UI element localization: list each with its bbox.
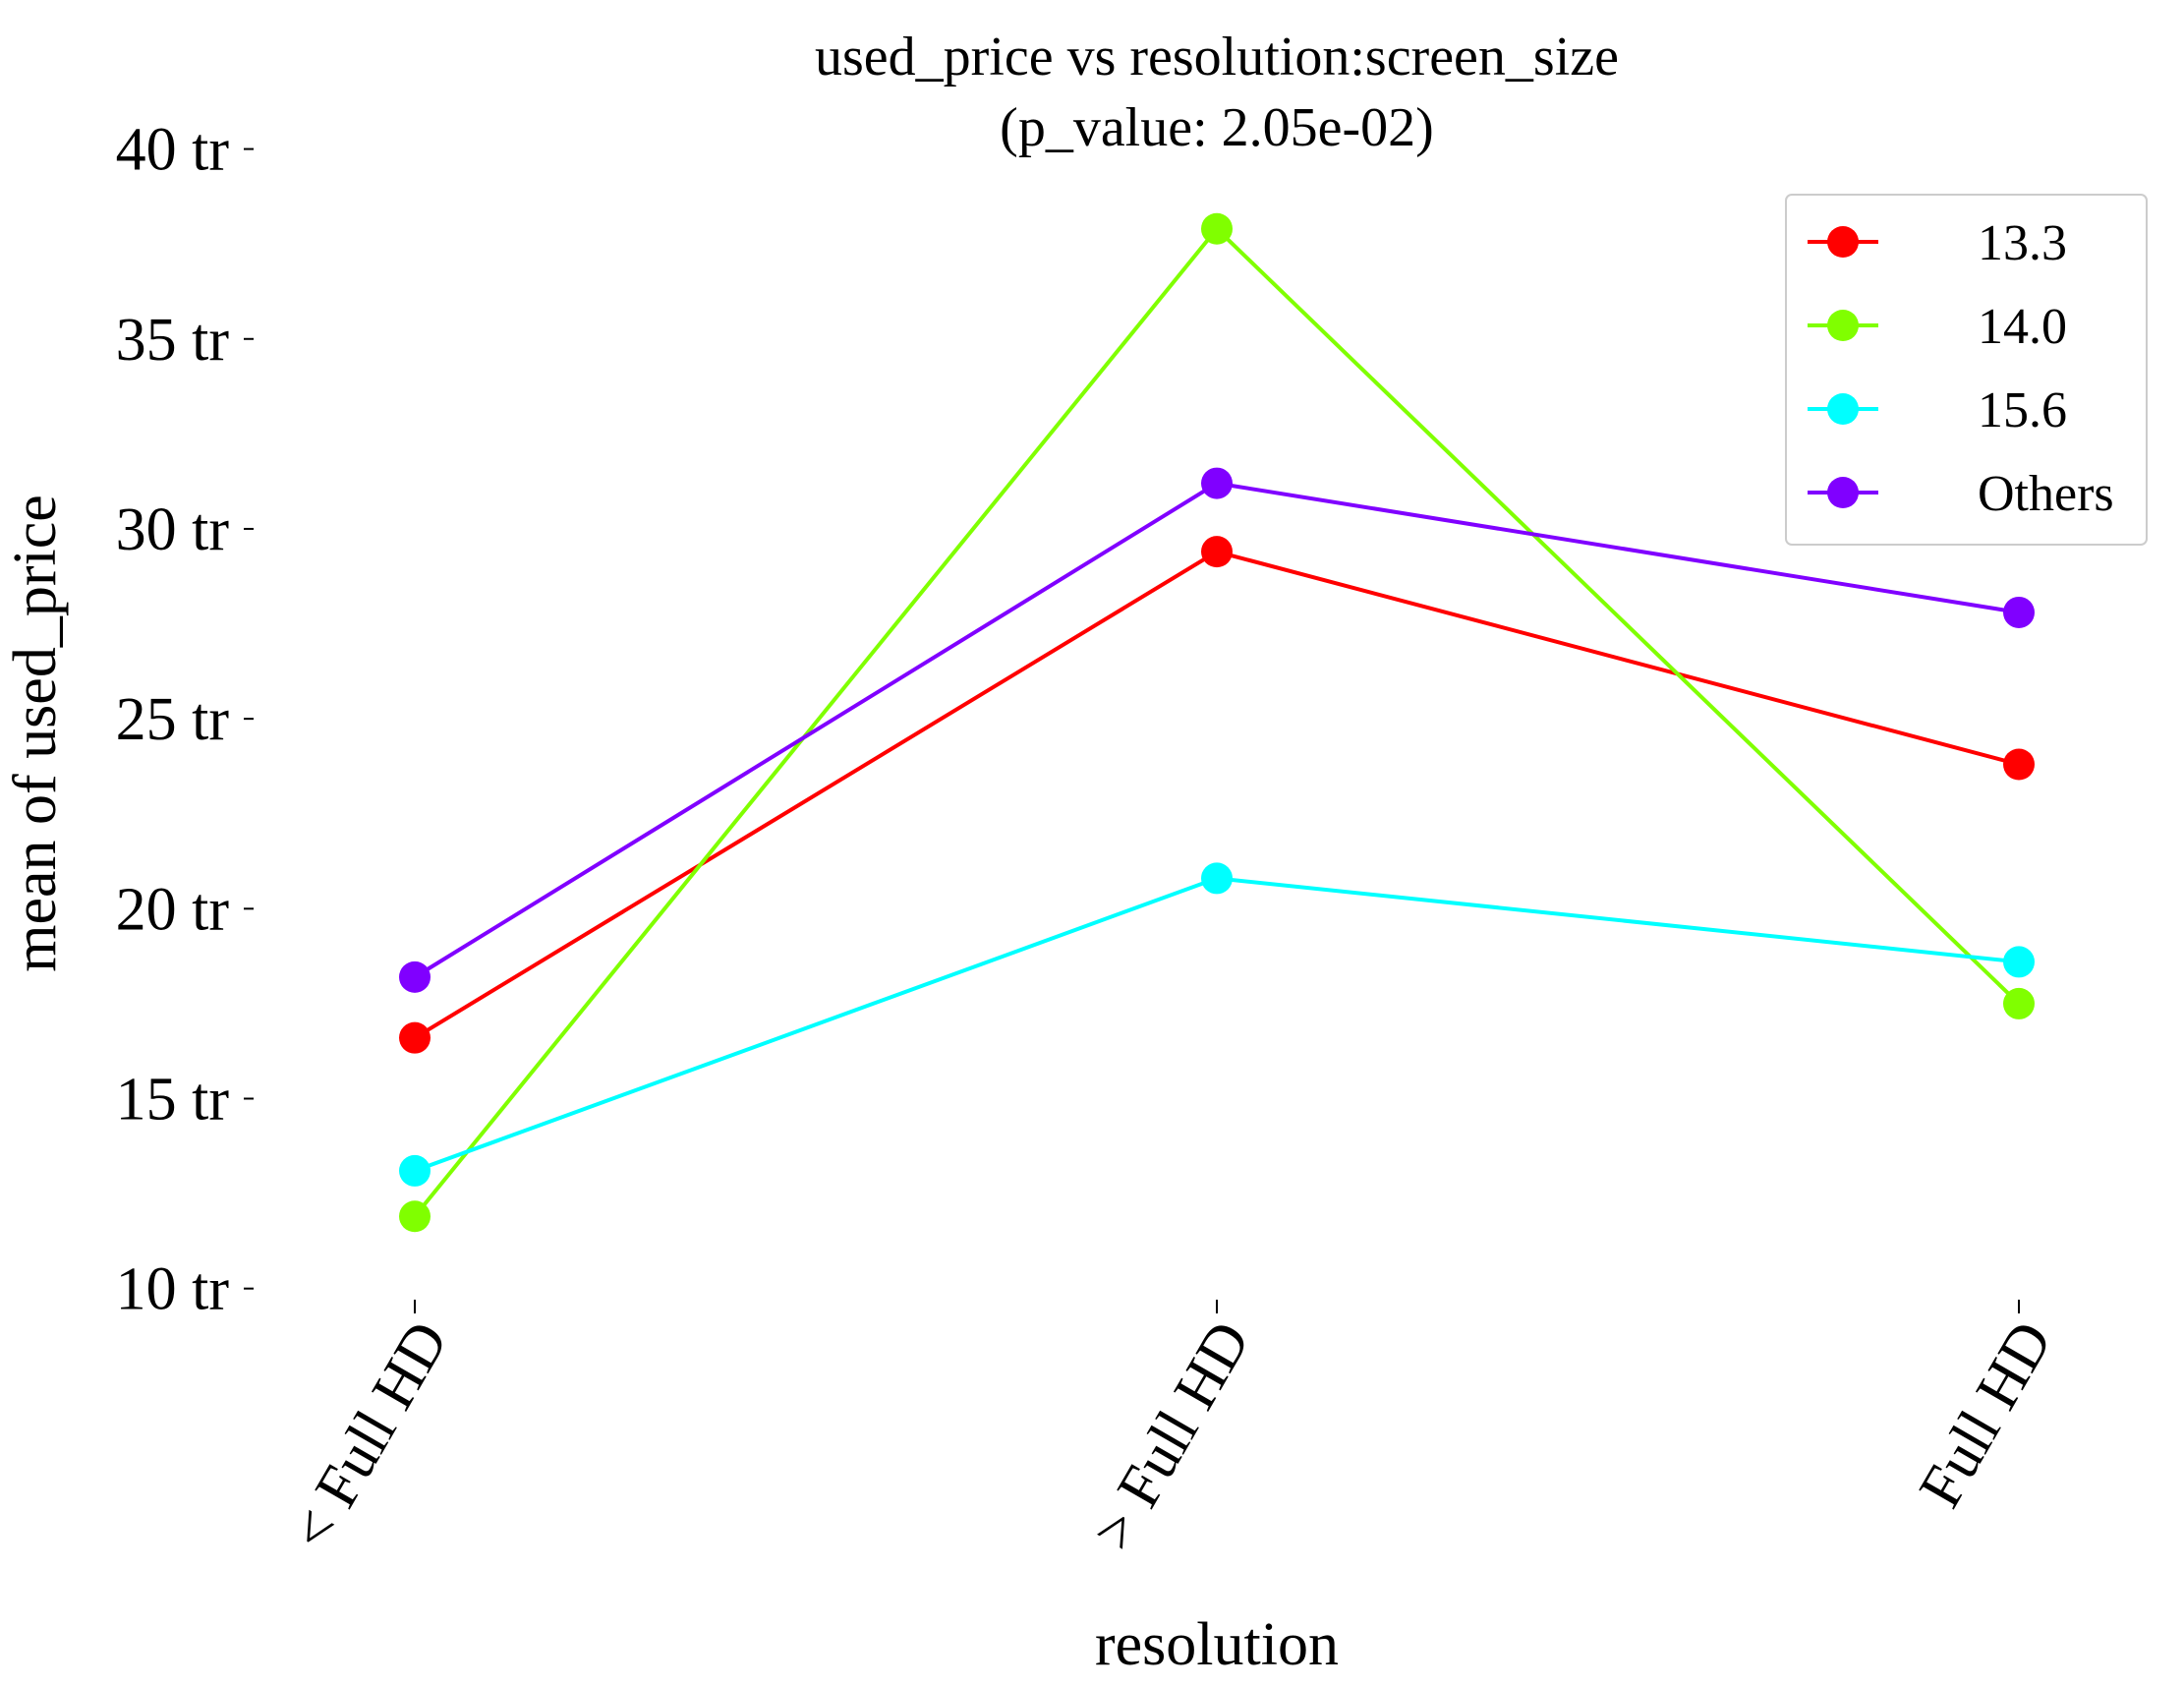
legend: 13.3 14.0 15.6 Others: [1785, 194, 2148, 546]
legend-marker-13-3: [1827, 226, 1859, 258]
data-point-others: [2003, 596, 2035, 628]
y-axis-label: mean of used_price: [2, 495, 69, 971]
data-point-13-3: [399, 1021, 431, 1054]
data-point-14-0: [399, 1200, 431, 1233]
legend-label-14-0: 14.0: [1978, 299, 2067, 355]
legend-box: [1785, 194, 2148, 546]
legend-label-15-6: 15.6: [1978, 382, 2067, 438]
y-tick-label: 30 tr: [116, 496, 230, 563]
data-point-15-6: [1201, 862, 1233, 895]
data-point-others: [1201, 467, 1233, 499]
data-point-15-6: [399, 1154, 431, 1187]
x-axis-label: resolution: [1095, 1611, 1339, 1678]
data-point-14-0: [2003, 987, 2035, 1019]
x-tick-label: Full HD: [1907, 1310, 2065, 1519]
x-tick-label: > Full HD: [1080, 1310, 1264, 1561]
chart-title-line-1: used_price vs resolution:screen_size: [815, 27, 1619, 87]
series-group: [399, 212, 2035, 1233]
series-line-14-0: [413, 225, 2021, 1218]
data-point-others: [399, 960, 431, 993]
data-point-13-3: [2003, 748, 2035, 781]
y-ticks: 10 tr 15 tr 20 tr 25 tr 30 tr 35 tr 40 tr: [116, 117, 254, 1323]
legend-label-13-3: 13.3: [1978, 215, 2067, 271]
y-tick-label: 25 tr: [116, 686, 230, 753]
x-ticks: < Full HD > Full HD Full HD: [278, 1300, 2065, 1561]
data-point-14-0: [1201, 212, 1233, 245]
legend-label-others: Others: [1978, 466, 2114, 522]
legend-marker-14-0: [1827, 310, 1859, 341]
y-tick-label: 15 tr: [116, 1067, 230, 1134]
y-tick-label: 20 tr: [116, 876, 230, 943]
x-tick-label: < Full HD: [278, 1310, 462, 1561]
y-tick-label: 40 tr: [116, 117, 230, 184]
data-point-13-3: [1201, 536, 1233, 568]
y-tick-label: 35 tr: [116, 307, 230, 374]
data-point-15-6: [2003, 946, 2035, 978]
legend-marker-others: [1827, 477, 1859, 508]
y-tick-label: 10 tr: [116, 1256, 230, 1323]
series-line-13-3: [413, 549, 2020, 1040]
legend-marker-15-6: [1827, 393, 1859, 425]
chart-title-line-2: (p_value: 2.05e-02): [1000, 97, 1434, 158]
